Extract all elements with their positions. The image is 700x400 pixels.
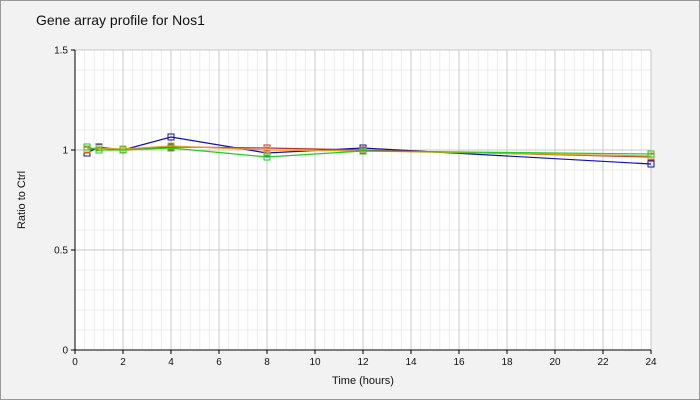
data-point	[167, 144, 175, 152]
x-axis-label: Time (hours)	[332, 375, 394, 387]
axes	[71, 49, 652, 354]
x-tick-label: 22	[597, 357, 609, 368]
data-point	[647, 150, 655, 158]
series-4	[83, 143, 655, 161]
y-tick-label: 0	[62, 346, 68, 357]
x-tick-label: 24	[645, 357, 657, 368]
x-tick-label: 2	[120, 357, 126, 368]
x-tick-label: 20	[549, 357, 561, 368]
y-tick-labels: 0 0.5 1 1.5	[54, 46, 68, 357]
y-tick-label: 0.5	[54, 246, 68, 257]
data-point	[263, 146, 271, 154]
x-tick-label: 0	[72, 357, 78, 368]
data-point	[95, 146, 103, 154]
chart-title: Gene array profile for Nos1	[36, 12, 205, 28]
x-tick-label: 14	[405, 357, 417, 368]
y-tick-label: 1	[62, 146, 68, 157]
x-tick-label: 4	[168, 357, 174, 368]
y-axis-label: Ratio to Ctrl	[16, 171, 28, 229]
x-tick-label: 12	[357, 357, 369, 368]
data-point	[83, 143, 91, 151]
series-line	[86, 146, 652, 158]
x-tick-label: 6	[216, 357, 222, 368]
series-layer	[83, 133, 655, 168]
data-point	[119, 146, 127, 154]
y-tick-label: 1.5	[54, 46, 68, 57]
x-tick-labels: 0 2 4 6 8 10 12 14 16 18 20 22 24	[72, 357, 657, 368]
x-tick-label: 10	[309, 357, 321, 368]
x-tick-label: 18	[501, 357, 513, 368]
x-tick-label: 16	[453, 357, 465, 368]
data-point	[647, 160, 655, 168]
data-point	[263, 153, 271, 161]
data-point	[167, 133, 175, 141]
x-tick-label: 8	[264, 357, 270, 368]
data-point	[359, 147, 367, 155]
